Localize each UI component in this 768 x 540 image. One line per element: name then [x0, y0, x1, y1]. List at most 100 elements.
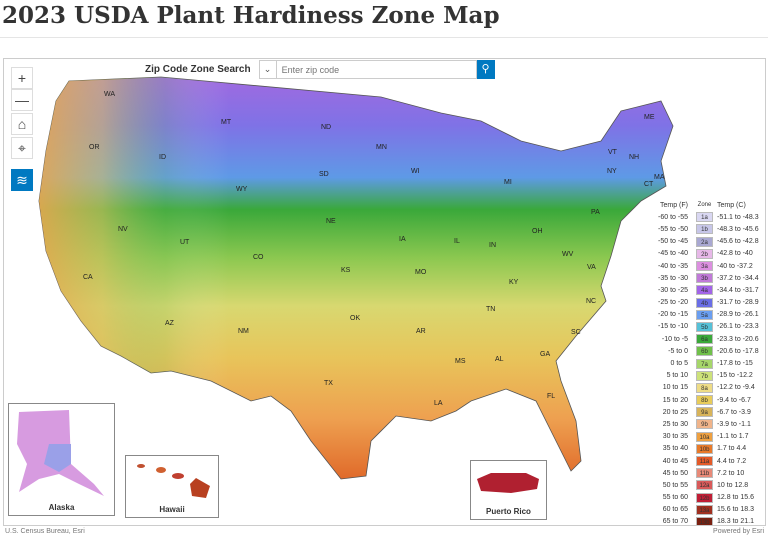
- layers-icon[interactable]: ≋: [11, 169, 33, 191]
- legend-row: 25 to 30 9b -3.9 to -1.1: [652, 418, 765, 430]
- puerto-rico-inset[interactable]: Puerto Rico: [470, 460, 547, 520]
- state-label-sd: SD: [319, 171, 329, 178]
- zoom-out-button[interactable]: —: [11, 89, 33, 111]
- state-label-vt: VT: [608, 149, 618, 156]
- legend-temp-c: -37.2 to -34.4: [717, 274, 759, 282]
- legend-temp-c: -34.4 to -31.7: [717, 286, 759, 294]
- legend-temp-c: -28.9 to -26.1: [717, 311, 759, 319]
- legend-header-zone: Zone: [697, 202, 712, 209]
- state-label-wi: WI: [411, 168, 420, 175]
- legend-temp-f: 35 to 40: [662, 445, 688, 453]
- legend-zone-swatch: 13a: [696, 504, 713, 515]
- legend-zone-swatch: 7b: [696, 370, 713, 381]
- legend-row: -10 to -5 6a -23.3 to -20.6: [652, 333, 765, 345]
- legend-header-f: Temp (F): [660, 201, 688, 209]
- legend-temp-c: -45.6 to -42.8: [717, 238, 759, 246]
- legend-zone-swatch: 2a: [696, 236, 713, 247]
- powered-by[interactable]: Powered by Esri: [713, 528, 764, 535]
- legend-zone-swatch: 4b: [696, 297, 713, 308]
- state-label-al: AL: [495, 356, 504, 363]
- state-label-ct: CT: [644, 181, 654, 188]
- state-label-ia: IA: [399, 236, 406, 243]
- legend-temp-c: -17.8 to -15: [717, 360, 753, 368]
- chevron-down-icon[interactable]: ⌄: [258, 60, 277, 79]
- state-label-mt: MT: [221, 119, 232, 126]
- legend-temp-f: 45 to 50: [662, 469, 688, 477]
- legend-row: 55 to 60 12b 12.8 to 15.6: [652, 492, 765, 504]
- state-label-nc: NC: [586, 298, 596, 305]
- legend-row: -30 to -25 4a -34.4 to -31.7: [652, 284, 765, 296]
- legend-temp-c: -20.6 to -17.8: [717, 347, 759, 355]
- legend-row: -60 to -55 1a -51.1 to -48.3: [652, 211, 765, 223]
- state-label-ne: NE: [326, 218, 336, 225]
- legend-zone-swatch: 12a: [696, 480, 713, 491]
- legend-zone-swatch: 9a: [696, 407, 713, 418]
- state-label-oh: OH: [532, 228, 543, 235]
- legend-zone-swatch: 6a: [696, 334, 713, 345]
- state-label-ar: AR: [416, 328, 426, 335]
- legend-temp-c: 4.4 to 7.2: [717, 457, 747, 465]
- state-label-il: IL: [454, 238, 460, 245]
- legend-zone-swatch: 9b: [696, 419, 713, 430]
- legend-row: -20 to -15 5a -28.9 to -26.1: [652, 309, 765, 321]
- legend-zone-swatch: 11b: [696, 468, 713, 479]
- legend-temp-c: -3.9 to -1.1: [717, 420, 751, 428]
- state-label-va: VA: [587, 264, 596, 271]
- map-view[interactable]: WA OR ID MT ND MN WI MI SD WY NE IA IL IN OH PA NY VT NH ME…: [3, 58, 766, 526]
- state-label-fl: FL: [547, 393, 555, 400]
- legend-zone-swatch: 6b: [696, 346, 713, 357]
- legend-row: 20 to 25 9a -6.7 to -3.9: [652, 406, 765, 418]
- legend-row: 40 to 45 11a 4.4 to 7.2: [652, 455, 765, 467]
- legend-row: 30 to 35 10a -1.1 to 1.7: [652, 431, 765, 443]
- state-label-pa: PA: [591, 209, 600, 216]
- state-label-me: ME: [644, 114, 655, 121]
- state-label-in: IN: [489, 242, 496, 249]
- state-label-nd: ND: [321, 124, 331, 131]
- legend-temp-f: 10 to 15: [662, 384, 688, 392]
- puerto-rico-label: Puerto Rico: [486, 507, 531, 516]
- legend-zone-swatch: 3a: [696, 261, 713, 272]
- legend-temp-c: -40 to -37.2: [717, 262, 753, 270]
- attribution: U.S. Census Bureau, Esri: [5, 528, 85, 535]
- alaska-inset[interactable]: Alaska: [8, 403, 115, 516]
- state-label-tn: TN: [486, 306, 495, 313]
- state-label-mo: MO: [415, 269, 427, 276]
- state-label-ms: MS: [455, 358, 466, 365]
- zone-legend: Temp (F) Zone Temp (C) -60 to -55 1a -51.1…: [652, 199, 765, 526]
- hawaii-inset[interactable]: Hawaii: [125, 455, 219, 518]
- state-label-wy: WY: [236, 186, 248, 193]
- zip-code-input[interactable]: [276, 60, 477, 79]
- legend-temp-f: -45 to -40: [658, 250, 688, 258]
- legend-row: -40 to -35 3a -40 to -37.2: [652, 260, 765, 272]
- state-label-ny: NY: [607, 168, 617, 175]
- home-icon[interactable]: ⌂: [11, 113, 33, 135]
- state-label-id: ID: [159, 154, 166, 161]
- legend-zone-swatch: 12b: [696, 492, 713, 503]
- zoom-in-button[interactable]: +: [11, 67, 33, 89]
- legend-temp-f: -60 to -55: [658, 213, 688, 221]
- search-icon[interactable]: ⚲: [476, 60, 495, 79]
- zip-code-search: Zip Code Zone Search ⌄ ⚲: [145, 60, 495, 79]
- map-canvas[interactable]: WA OR ID MT ND MN WI MI SD WY NE IA IL IN OH PA NY VT NH ME…: [4, 59, 766, 526]
- legend-temp-f: -40 to -35: [658, 262, 688, 270]
- contiguous-us: [38, 76, 674, 480]
- legend-zone-swatch: 7a: [696, 358, 713, 369]
- state-label-or: OR: [89, 144, 100, 151]
- legend-temp-f: -50 to -45: [658, 238, 688, 246]
- legend-zone-swatch: 3b: [696, 273, 713, 284]
- state-label-wv: WV: [562, 251, 574, 258]
- locate-icon[interactable]: ⌖: [11, 137, 33, 159]
- legend-temp-f: 0 to 5: [670, 360, 688, 368]
- legend-zone-swatch: 10b: [696, 443, 713, 454]
- page-title: 2023 USDA Plant Hardiness Zone Map: [2, 2, 500, 29]
- legend-row: 65 to 70 13b 18.3 to 21.1: [652, 516, 765, 526]
- legend-temp-f: 65 to 70: [662, 518, 688, 526]
- legend-temp-f: 30 to 35: [662, 433, 688, 441]
- state-label-sc: SC: [571, 329, 581, 336]
- state-label-ky: KY: [509, 279, 519, 286]
- state-label-ut: UT: [180, 239, 190, 246]
- legend-temp-c: 7.2 to 10: [717, 469, 745, 477]
- legend-zone-swatch: 8b: [696, 395, 713, 406]
- legend-zone-swatch: 11a: [696, 456, 713, 467]
- legend-temp-c: 18.3 to 21.1: [717, 518, 754, 526]
